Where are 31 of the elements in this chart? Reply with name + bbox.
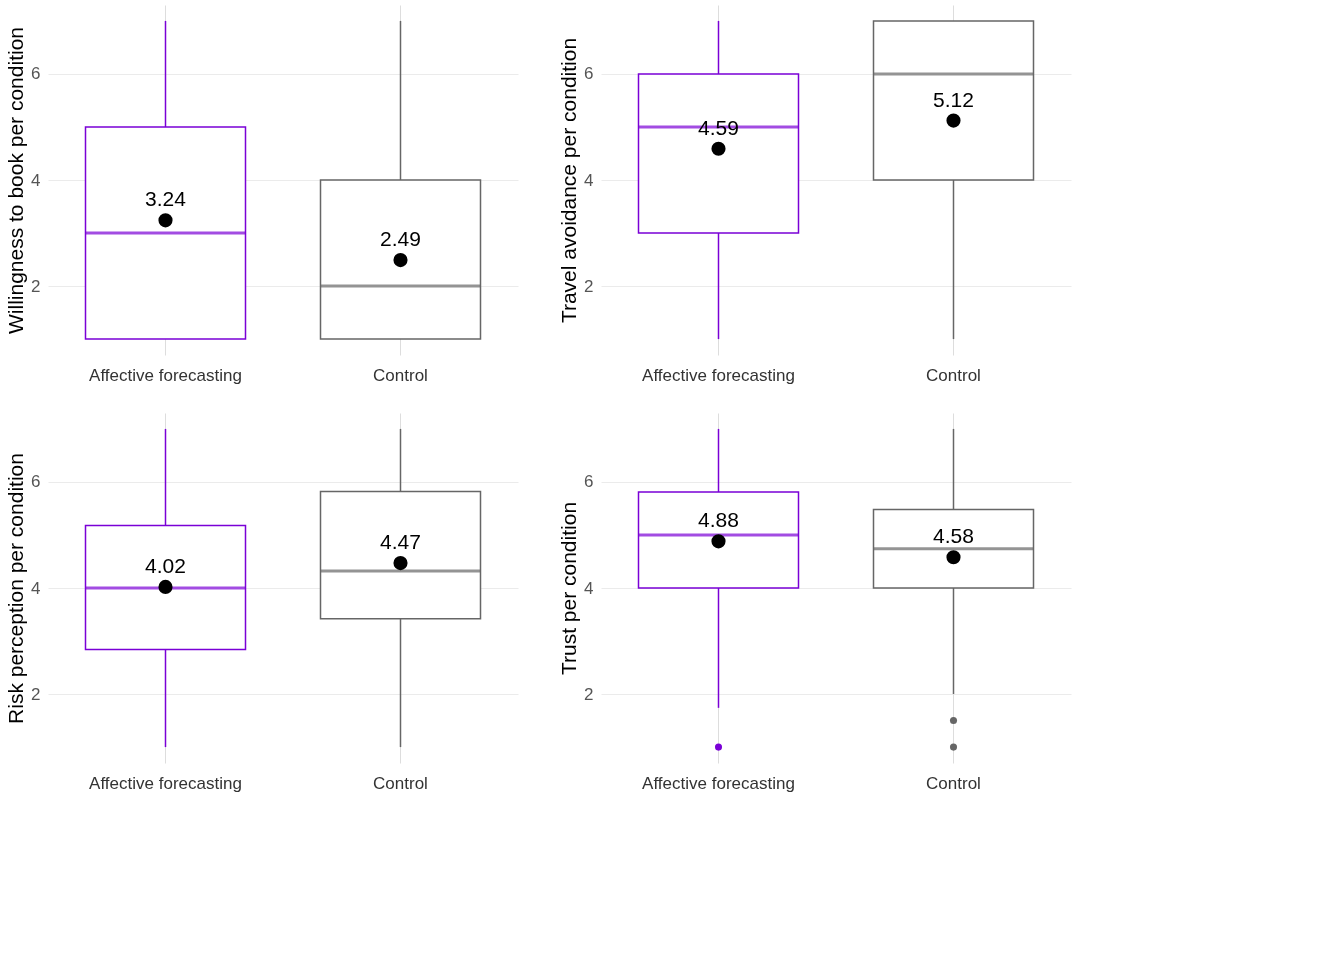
- y-tick-label: 6: [584, 64, 594, 84]
- x-tick-label: Control: [373, 365, 428, 385]
- data-label: 3.24: [145, 187, 187, 211]
- y-tick-label: 4: [31, 170, 41, 190]
- x-tick-label: Control: [926, 365, 981, 385]
- data-label: 4.88: [698, 508, 739, 532]
- data-label: 4.02: [145, 553, 186, 577]
- y-axis-title: Risk perception per condition: [4, 453, 28, 724]
- x-tick-label: Control: [926, 773, 981, 793]
- data-label: 2.49: [380, 227, 421, 251]
- y-tick-label: 2: [584, 684, 594, 704]
- data-label: 5.12: [933, 87, 974, 111]
- y-tick-label: 4: [584, 578, 594, 598]
- y-axis-title: Trust per condition: [557, 501, 581, 676]
- y-tick-label: 4: [584, 170, 594, 190]
- x-tick-label: Affective forecasting: [89, 365, 242, 385]
- y-axis-title: Willingness to book per condition: [4, 26, 28, 335]
- y-axis-title: Travel avoidance per condition: [557, 37, 581, 324]
- y-tick-label: 6: [31, 64, 41, 84]
- x-tick-label: Control: [373, 773, 428, 793]
- y-tick-label: 2: [31, 684, 41, 704]
- x-tick-label: Affective forecasting: [642, 365, 795, 385]
- y-tick-label: 6: [31, 472, 41, 492]
- y-tick-label: 2: [584, 276, 594, 296]
- data-label: 4.47: [380, 530, 421, 554]
- data-label: 4.58: [933, 524, 974, 548]
- y-tick-label: 2: [31, 276, 41, 296]
- y-tick-label: 6: [584, 472, 594, 492]
- y-tick-label: 4: [31, 578, 41, 598]
- x-tick-label: Affective forecasting: [642, 773, 795, 793]
- x-tick-label: Affective forecasting: [89, 773, 242, 793]
